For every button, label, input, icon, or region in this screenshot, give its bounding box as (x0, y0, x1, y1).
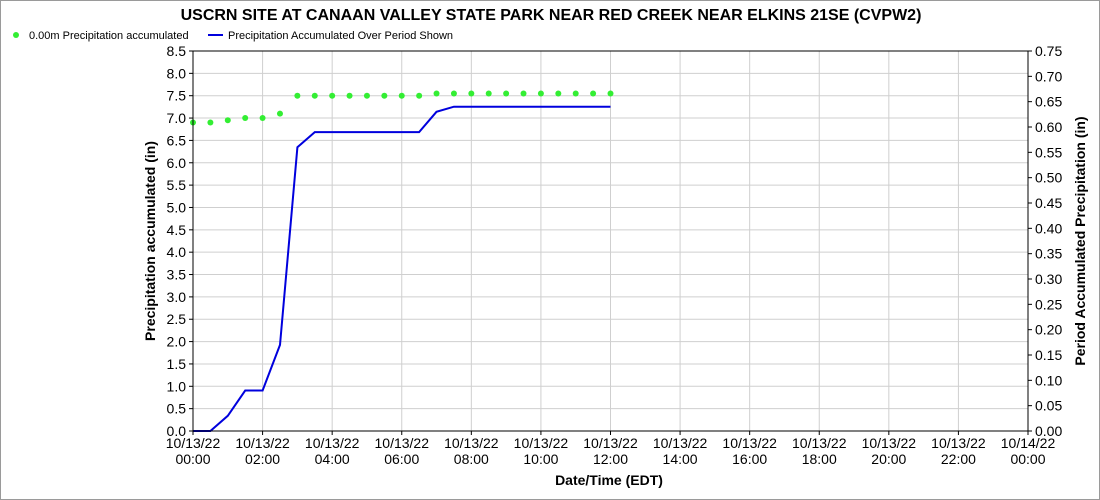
data-point-precip-accumulated (398, 92, 405, 99)
data-point-precip-accumulated (503, 90, 510, 97)
data-point-precip-accumulated (294, 92, 301, 99)
y2-tick-label: 0.10 (1035, 372, 1062, 388)
x-tick-label-time: 14:00 (663, 451, 698, 467)
data-point-precip-accumulated (363, 92, 370, 99)
y2-tick-label: 0.75 (1035, 43, 1062, 59)
x-tick-label-time: 22:00 (941, 451, 976, 467)
data-point-precip-accumulated (207, 119, 214, 126)
data-point-precip-accumulated (468, 90, 475, 97)
x-tick-label-date: 10/13/22 (931, 435, 986, 451)
y2-tick-label: 0.40 (1035, 220, 1062, 236)
axes: 0.0 0.5 1.0 1.5 2.0 2.5 3.0 3.5 4.0 4.5 5.0 5.5 6.0 6… (166, 43, 1063, 467)
x-axis-title: Date/Time (EDT) (555, 472, 663, 488)
y-tick-label: 8.0 (167, 65, 187, 81)
y-axis-title: Precipitation accumulated (in) (142, 141, 158, 341)
y-tick-label: 1.5 (167, 356, 187, 372)
x-tick-label-time: 20:00 (871, 451, 906, 467)
y-tick-label: 4.0 (167, 244, 187, 260)
x-tick-label-time: 02:00 (245, 451, 280, 467)
y-tick-label: 2.0 (167, 334, 187, 350)
y2-tick-label: 0.25 (1035, 296, 1062, 312)
x-tick-label-time: 18:00 (802, 451, 837, 467)
y-tick-label: 7.0 (167, 110, 187, 126)
data-point-precip-accumulated (329, 92, 336, 99)
y-tick-label: 2.5 (167, 311, 187, 327)
y-tick-label: 1.0 (167, 378, 187, 394)
data-point-precip-accumulated (242, 115, 249, 122)
series-line-period-precip (193, 105, 611, 432)
data-point-precip-accumulated (607, 90, 614, 97)
data-point-precip-accumulated (416, 92, 423, 99)
data-point-precip-accumulated (520, 90, 527, 97)
x-tick-label-date: 10/13/22 (375, 435, 430, 451)
y-tick-label: 6.0 (167, 155, 187, 171)
y2-tick-label: 0.50 (1035, 170, 1062, 186)
y-tick-label: 4.5 (167, 222, 187, 238)
grid (193, 50, 1028, 431)
y2-tick-label: 0.55 (1035, 144, 1062, 160)
y2-tick-label: 0.30 (1035, 271, 1062, 287)
y-tick-label: 7.5 (167, 88, 187, 104)
y2-tick-label: 0.15 (1035, 347, 1062, 363)
y-tick-label: 3.5 (167, 267, 187, 283)
y2-tick-label: 0.20 (1035, 322, 1062, 338)
x-tick-label-date: 10/13/22 (583, 435, 638, 451)
data-point-precip-accumulated (537, 90, 544, 97)
y2-tick-label: 0.60 (1035, 119, 1062, 135)
data-point-precip-accumulated (590, 90, 597, 97)
data-point-precip-accumulated (381, 92, 388, 99)
data-point-precip-accumulated (450, 90, 457, 97)
y2-tick-label: 0.00 (1035, 423, 1062, 439)
y2-tick-label: 0.65 (1035, 94, 1062, 110)
x-tick-label-date: 10/13/22 (862, 435, 917, 451)
x-tick-label-date: 10/13/22 (792, 435, 847, 451)
data-point-precip-accumulated (276, 110, 283, 117)
x-tick-label-date: 10/13/22 (305, 435, 360, 451)
y-tick-label: 0.0 (167, 423, 187, 439)
x-tick-label-date: 10/14/22 (1001, 435, 1056, 451)
y-tick-label: 0.5 (167, 401, 187, 417)
x-tick-label-date: 10/13/22 (166, 435, 221, 451)
data-point-precip-accumulated (311, 92, 318, 99)
y-tick-label: 5.0 (167, 199, 187, 215)
x-tick-label-date: 10/13/22 (514, 435, 569, 451)
series-layer (190, 90, 614, 432)
y2-tick-label: 0.45 (1035, 195, 1062, 211)
data-point-precip-accumulated (259, 115, 266, 122)
legend-label-precip-accumulated: 0.00m Precipitation accumulated (29, 30, 189, 42)
x-tick-label-time: 04:00 (315, 451, 350, 467)
x-tick-label-date: 10/13/22 (235, 435, 290, 451)
plot-border (192, 50, 1029, 432)
chart-title: USCRN SITE AT CANAAN VALLEY STATE PARK N… (181, 7, 922, 24)
x-tick-label-date: 10/13/22 (653, 435, 708, 451)
x-tick-label-time: 00:00 (175, 451, 210, 467)
x-tick-label-time: 06:00 (384, 451, 419, 467)
x-tick-label-time: 12:00 (593, 451, 628, 467)
x-tick-label-time: 00:00 (1010, 451, 1045, 467)
y-tick-label: 3.0 (167, 289, 187, 305)
data-point-precip-accumulated (572, 90, 579, 97)
data-point-precip-accumulated (346, 92, 353, 99)
x-tick-label-time: 10:00 (523, 451, 558, 467)
y-tick-label: 6.5 (167, 132, 187, 148)
data-point-precip-accumulated (224, 117, 231, 124)
legend-label-period-precip: Precipitation Accumulated Over Period Sh… (228, 30, 453, 42)
data-point-precip-accumulated (433, 90, 440, 97)
data-point-precip-accumulated (555, 90, 562, 97)
y2-tick-label: 0.05 (1035, 398, 1062, 414)
x-tick-label-date: 10/13/22 (722, 435, 777, 451)
x-tick-label-date: 10/13/22 (444, 435, 499, 451)
x-tick-label-time: 16:00 (732, 451, 767, 467)
y2-tick-label: 0.35 (1035, 246, 1062, 262)
x-tick-label-time: 08:00 (454, 451, 489, 467)
y-tick-label: 8.5 (167, 43, 187, 59)
y2-axis-title: Period Accumulated Precipitation (in) (1072, 116, 1088, 365)
legend-marker-precip-accumulated (13, 32, 19, 38)
data-point-precip-accumulated (485, 90, 492, 97)
legend: 0.00m Precipitation accumulated Precipit… (13, 30, 453, 42)
y-tick-label: 5.5 (167, 177, 187, 193)
y2-tick-label: 0.70 (1035, 68, 1062, 84)
